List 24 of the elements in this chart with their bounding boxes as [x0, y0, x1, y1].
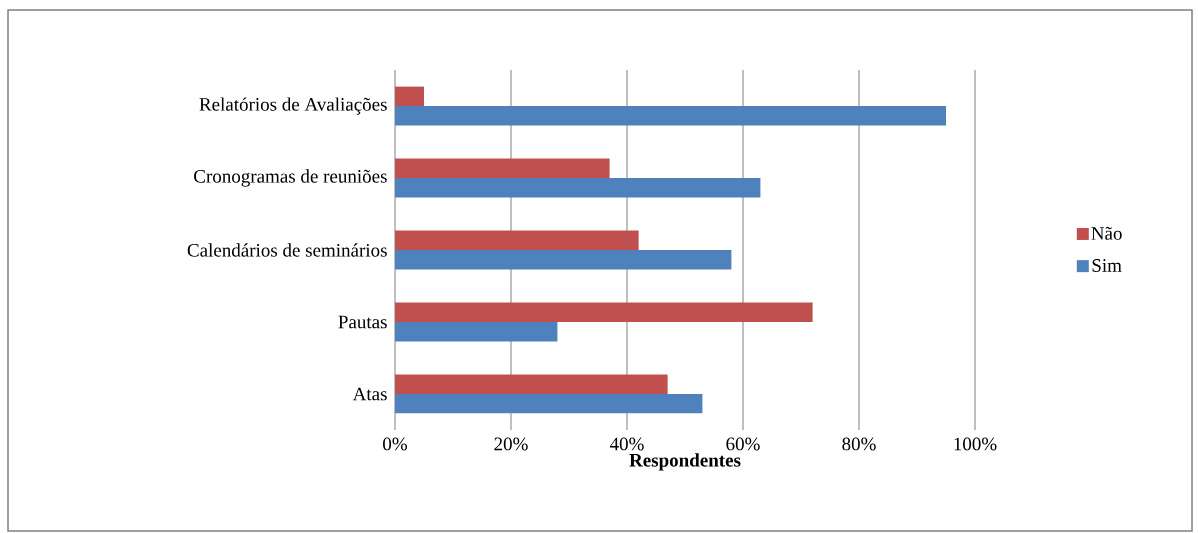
x-tick-label: 60%: [726, 437, 760, 451]
y-tick-label: Relatórios de Avaliações: [199, 97, 387, 115]
legend-label: Não: [1091, 226, 1122, 240]
x-tick-label: 0%: [383, 437, 408, 451]
y-tick-label: Pautas: [338, 315, 387, 329]
x-tick-label: 40%: [609, 437, 644, 451]
legend-label: Sim: [1092, 259, 1122, 272]
bar: [395, 106, 947, 126]
bar: [395, 394, 703, 414]
y-tick-label: Calendários de seminários: [187, 243, 387, 257]
x-tick-label: 80%: [842, 437, 876, 451]
bar: [395, 86, 424, 106]
y-tick-label: Atas: [352, 387, 387, 401]
bar: [395, 322, 558, 342]
bar: [395, 250, 732, 270]
x-tick-label: 100%: [954, 437, 997, 451]
bar: [395, 230, 639, 250]
x-axis-title: Respondentes: [629, 453, 741, 471]
bar: [395, 302, 813, 322]
x-tick-label: 20%: [494, 437, 528, 451]
y-tick-label: Cronogramas de reuniões: [194, 169, 387, 187]
bar: [395, 178, 761, 198]
bar: [395, 374, 668, 394]
bar: [395, 158, 610, 178]
